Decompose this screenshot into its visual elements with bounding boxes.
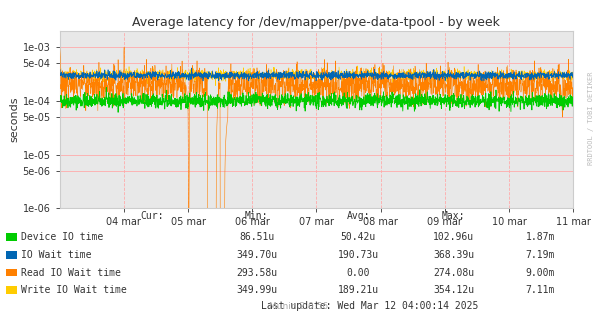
Title: Average latency for /dev/mapper/pve-data-tpool - by week: Average latency for /dev/mapper/pve-data… bbox=[133, 16, 500, 29]
Text: 7.11m: 7.11m bbox=[525, 285, 555, 295]
Text: 189.21u: 189.21u bbox=[338, 285, 378, 295]
Text: Munin 2.0.56: Munin 2.0.56 bbox=[269, 302, 328, 311]
Text: Max:: Max: bbox=[442, 211, 466, 221]
Text: IO Wait time: IO Wait time bbox=[21, 250, 92, 260]
Y-axis label: seconds: seconds bbox=[10, 97, 20, 142]
Text: 274.08u: 274.08u bbox=[433, 268, 474, 278]
Text: 190.73u: 190.73u bbox=[338, 250, 378, 260]
Text: Avg:: Avg: bbox=[346, 211, 370, 221]
Text: 368.39u: 368.39u bbox=[433, 250, 474, 260]
Text: Cur:: Cur: bbox=[140, 211, 164, 221]
Text: Read IO Wait time: Read IO Wait time bbox=[21, 268, 121, 278]
Text: 293.58u: 293.58u bbox=[236, 268, 277, 278]
Text: Min:: Min: bbox=[245, 211, 269, 221]
Text: Write IO Wait time: Write IO Wait time bbox=[21, 285, 127, 295]
Text: 1.87m: 1.87m bbox=[525, 232, 555, 242]
Text: 9.00m: 9.00m bbox=[525, 268, 555, 278]
Text: 50.42u: 50.42u bbox=[340, 232, 376, 242]
Text: RRDTOOL / TOBI OETIKER: RRDTOOL / TOBI OETIKER bbox=[588, 72, 594, 165]
Text: Device IO time: Device IO time bbox=[21, 232, 104, 242]
Text: Last update: Wed Mar 12 04:00:14 2025: Last update: Wed Mar 12 04:00:14 2025 bbox=[261, 301, 479, 311]
Text: 349.70u: 349.70u bbox=[236, 250, 277, 260]
Text: 86.51u: 86.51u bbox=[239, 232, 275, 242]
Text: 102.96u: 102.96u bbox=[433, 232, 474, 242]
Text: 354.12u: 354.12u bbox=[433, 285, 474, 295]
Text: 349.99u: 349.99u bbox=[236, 285, 277, 295]
Text: 7.19m: 7.19m bbox=[525, 250, 555, 260]
Text: 0.00: 0.00 bbox=[346, 268, 370, 278]
